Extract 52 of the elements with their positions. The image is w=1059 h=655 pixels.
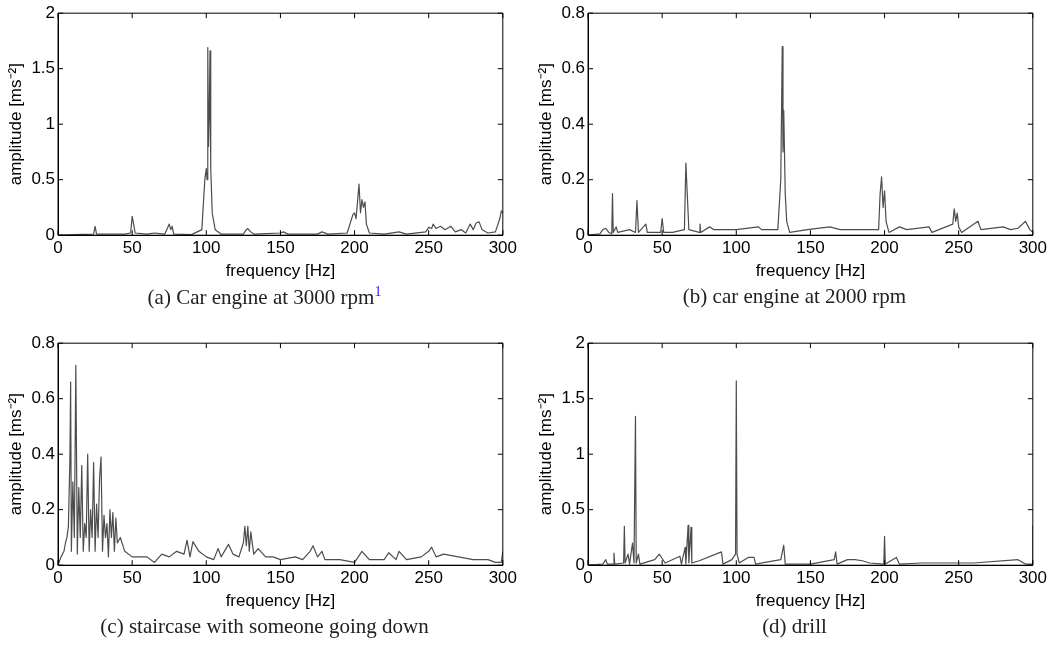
text: (a) Car engine at 3000 rpm$^{1}$ — [146, 284, 383, 310]
x-tick-label: 300 — [1018, 568, 1048, 588]
x-tick-label: 150 — [266, 238, 295, 258]
y-tick-label: 2 — [45, 2, 56, 22]
y-tick-label: 1 — [45, 113, 56, 133]
text: (d) drill — [761, 614, 828, 639]
x-axis-title: frequency [Hz] — [755, 591, 866, 611]
y-tick-label: 0.5 — [31, 169, 56, 189]
y-axis-title: amplitude [ms⁻²] — [5, 393, 25, 516]
text: (b) car engine at 2000 rpm — [681, 284, 908, 309]
x-tick-label: 150 — [266, 568, 295, 588]
x-tick-label: 150 — [796, 568, 825, 588]
text: (c) staircase with someone going down — [99, 614, 430, 639]
x-tick-label: 100 — [722, 568, 751, 588]
y-axis-title: amplitude [ms⁻²] — [535, 393, 555, 516]
y-axis-title: amplitude [ms⁻²] — [535, 63, 555, 186]
x-axis-title: frequency [Hz] — [755, 261, 866, 281]
y-tick-label: 0.6 — [561, 58, 586, 78]
y-axis-title: amplitude [ms⁻²] — [5, 63, 25, 186]
y-tick-label: 1.5 — [31, 58, 56, 78]
y-tick-label: 2 — [575, 332, 586, 352]
x-tick-label: 300 — [488, 238, 518, 258]
y-tick-label: 1 — [575, 443, 586, 463]
y-tick-label: 0.2 — [561, 169, 586, 189]
x-tick-label: 50 — [652, 238, 672, 258]
y-tick-label: 0.4 — [31, 443, 56, 463]
x-tick-label: 300 — [1018, 238, 1048, 258]
x-tick-label: 50 — [122, 238, 142, 258]
x-axis-title: frequency [Hz] — [225, 261, 336, 281]
x-tick-label: 250 — [944, 238, 973, 258]
x-tick-label: 50 — [122, 568, 142, 588]
y-tick-label: 1.5 — [561, 388, 586, 408]
x-tick-label: 200 — [340, 238, 369, 258]
y-tick-label: 0.6 — [31, 388, 56, 408]
y-tick-label: 0.8 — [31, 332, 56, 352]
x-tick-label: 250 — [414, 238, 443, 258]
y-tick-label: 0.8 — [561, 2, 586, 22]
x-tick-label: 100 — [722, 238, 751, 258]
y-tick-label: 0.2 — [31, 499, 56, 519]
x-tick-label: 200 — [870, 568, 899, 588]
x-axis-title: frequency [Hz] — [225, 591, 336, 611]
x-tick-label: 150 — [796, 238, 825, 258]
x-tick-label: 100 — [192, 238, 221, 258]
x-tick-label: 200 — [870, 238, 899, 258]
x-tick-label: 300 — [488, 568, 518, 588]
x-tick-label: 100 — [192, 568, 221, 588]
x-tick-label: 250 — [414, 568, 443, 588]
x-tick-label: 250 — [944, 568, 973, 588]
y-tick-label: 0.4 — [561, 113, 586, 133]
y-tick-label: 0.5 — [561, 499, 586, 519]
x-tick-label: 50 — [652, 568, 672, 588]
x-tick-label: 200 — [340, 568, 369, 588]
